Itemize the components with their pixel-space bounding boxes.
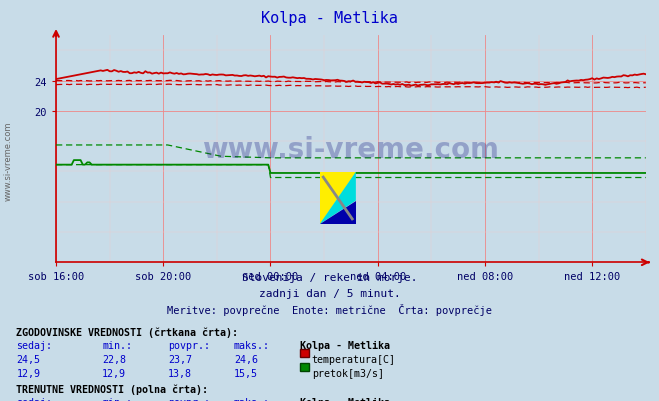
Polygon shape xyxy=(320,201,356,225)
Text: sedaj:: sedaj: xyxy=(16,340,53,350)
Text: min.:: min.: xyxy=(102,397,132,401)
Text: Kolpa - Metlika: Kolpa - Metlika xyxy=(261,10,398,26)
Polygon shape xyxy=(320,172,356,225)
Text: 22,8: 22,8 xyxy=(102,354,126,364)
Text: 13,8: 13,8 xyxy=(168,368,192,378)
Text: 15,5: 15,5 xyxy=(234,368,258,378)
Text: povpr.:: povpr.: xyxy=(168,397,210,401)
Text: TRENUTNE VREDNOSTI (polna črta):: TRENUTNE VREDNOSTI (polna črta): xyxy=(16,384,208,394)
Text: 12,9: 12,9 xyxy=(102,368,126,378)
Text: 23,7: 23,7 xyxy=(168,354,192,364)
Text: zadnji dan / 5 minut.: zadnji dan / 5 minut. xyxy=(258,288,401,298)
Text: 24,6: 24,6 xyxy=(234,354,258,364)
Text: Slovenija / reke in morje.: Slovenija / reke in morje. xyxy=(242,273,417,283)
Text: maks.:: maks.: xyxy=(234,397,270,401)
Text: pretok[m3/s]: pretok[m3/s] xyxy=(312,368,384,378)
Text: Meritve: povprečne  Enote: metrične  Črta: povprečje: Meritve: povprečne Enote: metrične Črta:… xyxy=(167,303,492,315)
Text: 12,9: 12,9 xyxy=(16,368,40,378)
Text: ZGODOVINSKE VREDNOSTI (črtkana črta):: ZGODOVINSKE VREDNOSTI (črtkana črta): xyxy=(16,327,239,337)
Text: Kolpa - Metlika: Kolpa - Metlika xyxy=(300,340,390,350)
Text: 24,5: 24,5 xyxy=(16,354,40,364)
Text: min.:: min.: xyxy=(102,340,132,350)
Text: povpr.:: povpr.: xyxy=(168,340,210,350)
Text: temperatura[C]: temperatura[C] xyxy=(312,354,395,364)
Text: www.si-vreme.com: www.si-vreme.com xyxy=(202,136,500,163)
Polygon shape xyxy=(320,172,356,225)
Text: maks.:: maks.: xyxy=(234,340,270,350)
Text: www.si-vreme.com: www.si-vreme.com xyxy=(3,121,13,200)
Text: sedaj:: sedaj: xyxy=(16,397,53,401)
Text: Kolpa - Metlika: Kolpa - Metlika xyxy=(300,397,390,401)
